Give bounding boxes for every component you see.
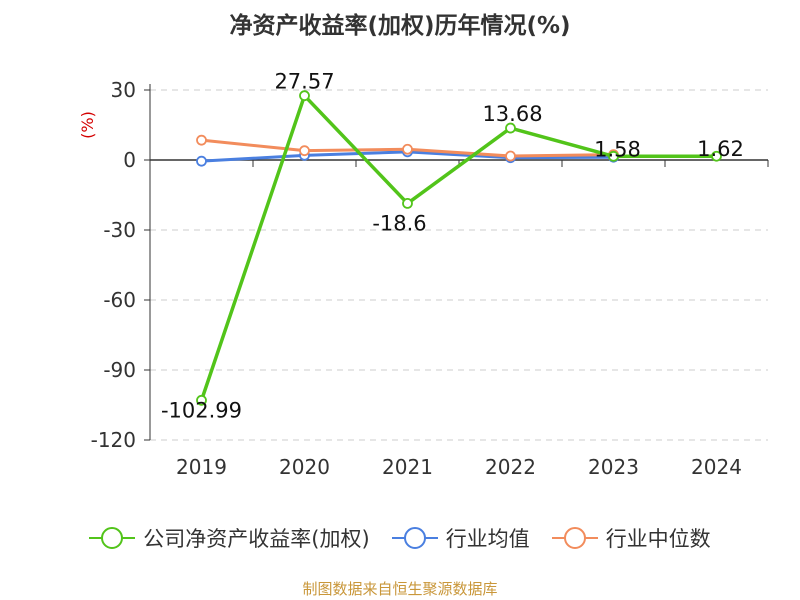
data-label: 13.68 <box>482 102 542 126</box>
x-tick-label: 2020 <box>279 455 330 479</box>
data-point <box>505 150 516 162</box>
data-point <box>402 197 413 209</box>
data-point <box>196 155 207 167</box>
legend: 公司净资产收益率(加权) 行业均值 行业中位数 <box>0 520 800 556</box>
data-point <box>608 150 619 162</box>
x-tick-label: 2021 <box>382 455 433 479</box>
y-axis-label: (%) <box>78 111 97 139</box>
data-point <box>711 150 722 162</box>
legend-label: 行业均值 <box>445 527 530 551</box>
data-point <box>299 145 310 157</box>
data-label: -18.6 <box>372 211 426 235</box>
legend-item[interactable]: 行业中位数 <box>551 523 711 553</box>
data-point <box>196 394 207 406</box>
source-note: 制图数据来自恒生聚源数据库 <box>302 580 498 598</box>
x-tick-label: 2024 <box>691 455 742 479</box>
y-tick-label: -30 <box>103 218 136 242</box>
legend-item[interactable]: 公司净资产收益率(加权) <box>89 523 370 553</box>
y-tick-label: -90 <box>103 358 136 382</box>
legend-item[interactable]: 行业均值 <box>391 523 530 553</box>
y-tick-label: 30 <box>111 78 136 102</box>
legend-marker-icon <box>89 526 136 550</box>
legend-marker-icon <box>551 526 598 550</box>
data-label: -102.99 <box>161 398 242 422</box>
y-tick-label: -60 <box>103 288 136 312</box>
data-label: 27.57 <box>274 70 334 94</box>
data-point <box>402 143 413 155</box>
x-tick-label: 2023 <box>588 455 639 479</box>
x-tick-label: 2022 <box>485 455 536 479</box>
y-tick-label: 0 <box>123 148 136 172</box>
y-tick-label: -120 <box>91 428 136 452</box>
data-label: 1.58 <box>594 137 641 161</box>
chart-title: 净资产收益率(加权)历年情况(%) <box>229 13 571 39</box>
series-line <box>199 93 717 401</box>
legend-label: 行业中位数 <box>605 527 711 551</box>
legend-marker-icon <box>391 526 438 550</box>
legend-label: 公司净资产收益率(加权) <box>143 527 370 551</box>
data-point <box>299 90 310 102</box>
x-tick-label: 2019 <box>176 455 227 479</box>
data-point <box>196 134 207 146</box>
data-point <box>505 122 516 134</box>
data-label: 1.62 <box>697 137 744 161</box>
